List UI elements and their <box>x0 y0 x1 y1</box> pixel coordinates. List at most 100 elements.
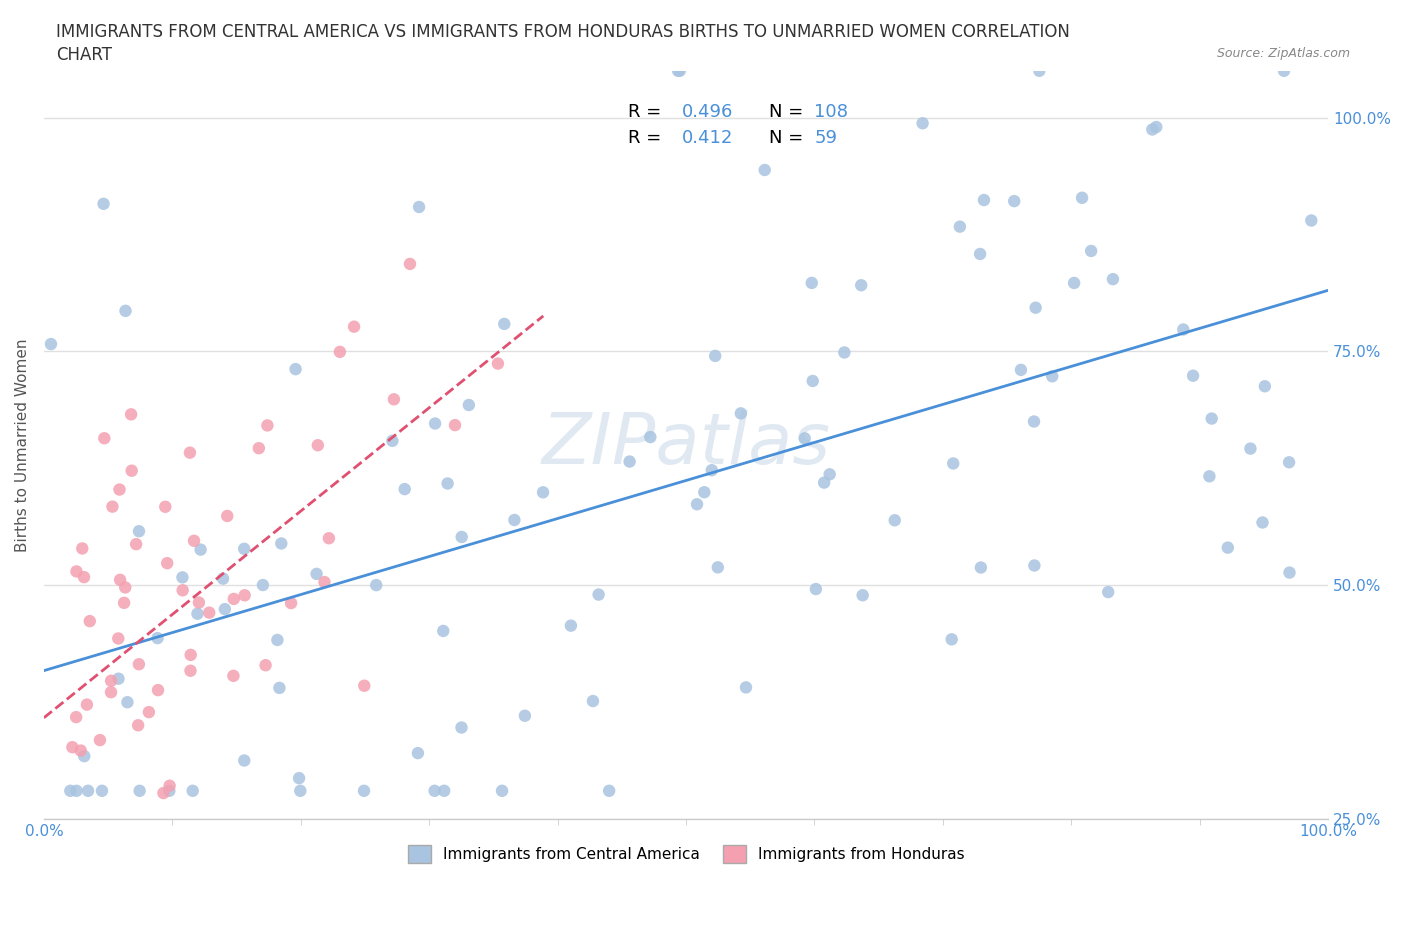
Point <box>693 485 716 499</box>
Point <box>217 509 239 524</box>
Point <box>107 631 129 646</box>
Point <box>198 605 221 620</box>
Point <box>138 705 160 720</box>
Point <box>1040 369 1063 384</box>
Point <box>1080 244 1102 259</box>
Text: ZIPatlas: ZIPatlas <box>541 410 831 479</box>
Point <box>1278 455 1301 470</box>
Point <box>233 753 256 768</box>
Y-axis label: Births to Unmarried Women: Births to Unmarried Women <box>15 339 30 551</box>
Point <box>406 746 429 761</box>
Point <box>187 595 209 610</box>
Point <box>700 463 723 478</box>
Point <box>513 709 536 724</box>
Point <box>288 771 311 786</box>
Text: 59: 59 <box>814 129 838 147</box>
Point <box>252 578 274 592</box>
Point <box>1278 565 1301 580</box>
Point <box>93 196 115 211</box>
Point <box>307 438 329 453</box>
Point <box>1216 540 1239 555</box>
Point <box>1010 363 1032 378</box>
Text: N =: N = <box>769 129 810 147</box>
Point <box>247 441 270 456</box>
Point <box>146 683 169 698</box>
Point <box>172 583 194 598</box>
Point <box>121 463 143 478</box>
Point <box>704 349 727 364</box>
Point <box>1173 322 1195 337</box>
Point <box>450 720 472 735</box>
Point <box>65 783 87 798</box>
Point <box>382 392 405 406</box>
Point <box>353 678 375 693</box>
Point <box>941 631 963 646</box>
Point <box>254 658 277 672</box>
Point <box>436 476 458 491</box>
Legend: Immigrants from Central America, Immigrants from Honduras: Immigrants from Central America, Immigra… <box>401 837 972 871</box>
Point <box>457 397 479 412</box>
Point <box>353 783 375 798</box>
Point <box>1063 275 1085 290</box>
Point <box>800 275 823 290</box>
Point <box>186 606 208 621</box>
Text: 0.412: 0.412 <box>682 129 734 147</box>
Point <box>1254 379 1277 393</box>
Point <box>280 595 302 610</box>
Point <box>911 116 934 131</box>
Point <box>58 841 80 856</box>
Point <box>65 564 87 578</box>
Text: R =: R = <box>628 103 668 121</box>
Point <box>155 499 177 514</box>
Text: N =: N = <box>769 103 810 121</box>
Point <box>801 374 824 389</box>
Point <box>619 454 641 469</box>
Point <box>93 431 115 445</box>
Point <box>1022 414 1045 429</box>
Point <box>1301 213 1323 228</box>
Point <box>91 783 114 798</box>
Point <box>60 739 83 754</box>
Point <box>222 669 245 684</box>
Point <box>560 618 582 633</box>
Point <box>107 671 129 686</box>
Point <box>76 900 98 915</box>
Point <box>256 418 278 432</box>
Point <box>582 694 605 709</box>
Point <box>1002 193 1025 208</box>
Point <box>531 485 554 499</box>
Point <box>735 680 758 695</box>
Point <box>942 456 965 471</box>
Point <box>491 783 513 798</box>
Point <box>318 531 340 546</box>
Point <box>214 602 236 617</box>
Point <box>69 743 91 758</box>
Point <box>117 695 139 710</box>
Point <box>834 345 856 360</box>
Point <box>212 571 235 586</box>
Point <box>640 430 662 445</box>
Point <box>180 647 202 662</box>
Point <box>329 344 352 359</box>
Point <box>72 541 94 556</box>
Point <box>290 783 312 798</box>
Point <box>1251 515 1274 530</box>
Point <box>73 749 96 764</box>
Point <box>190 542 212 557</box>
Point <box>128 783 150 798</box>
Text: Source: ZipAtlas.com: Source: ZipAtlas.com <box>1216 46 1350 60</box>
Point <box>707 560 730 575</box>
Point <box>1201 411 1223 426</box>
Point <box>1024 558 1046 573</box>
Point <box>883 512 905 527</box>
Point <box>1102 272 1125 286</box>
Point <box>314 575 336 590</box>
Point <box>1239 441 1261 456</box>
Point <box>233 541 256 556</box>
Point <box>112 595 135 610</box>
Point <box>343 319 366 334</box>
Point <box>222 591 245 606</box>
Text: R =: R = <box>628 129 668 147</box>
Point <box>423 783 446 798</box>
Point <box>181 783 204 798</box>
